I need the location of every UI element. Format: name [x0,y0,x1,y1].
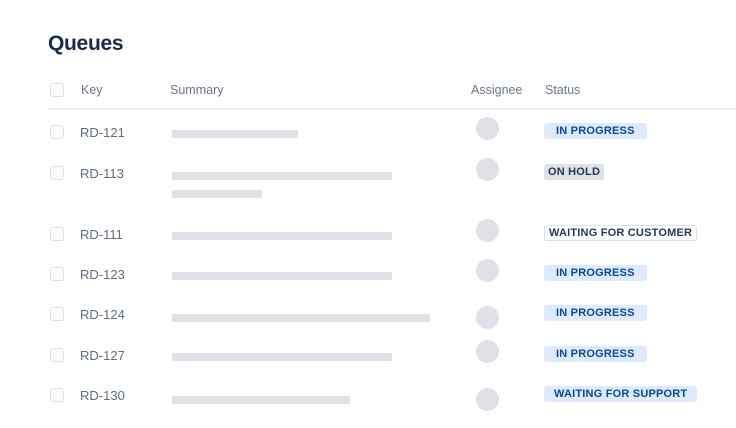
row-checkbox[interactable] [50,307,64,321]
issue-key[interactable]: RD-111 [80,227,123,242]
column-header-key[interactable]: Key [81,83,103,97]
summary-placeholder [172,190,262,198]
status-badge: ON HOLD [544,164,605,180]
row-checkbox[interactable] [50,166,64,180]
issue-key[interactable]: RD-127 [80,348,125,363]
table-row[interactable]: RD-130 WAITING FOR SUPPORT [0,386,736,428]
column-header-status[interactable]: Status [545,83,581,97]
issue-key[interactable]: RD-123 [80,267,125,282]
assignee-avatar[interactable] [476,259,499,282]
issue-key[interactable]: RD-121 [80,125,125,140]
summary-placeholder [172,314,430,322]
row-checkbox[interactable] [50,348,64,362]
status-badge: IN PROGRESS [544,265,647,281]
status-badge: IN PROGRESS [544,123,647,139]
summary-placeholder [172,353,392,361]
status-badge: IN PROGRESS [544,346,647,362]
status-badge: WAITING FOR SUPPORT [544,386,698,402]
summary-placeholder [172,172,392,180]
assignee-avatar[interactable] [476,388,499,411]
summary-placeholder [172,130,298,138]
summary-placeholder [172,272,392,280]
table-row[interactable]: RD-111 WAITING FOR CUSTOMER [0,219,736,267]
column-header-summary[interactable]: Summary [170,83,224,97]
assignee-avatar[interactable] [476,158,499,181]
table-row[interactable]: RD-121 IN PROGRESS [0,117,736,165]
assignee-avatar[interactable] [476,340,499,363]
table-row[interactable]: RD-124 IN PROGRESS [0,305,736,347]
column-header-assignee[interactable]: Assignee [471,83,523,97]
row-checkbox[interactable] [50,388,64,402]
table-row[interactable]: RD-123 IN PROGRESS [0,259,736,307]
assignee-avatar[interactable] [476,117,499,140]
row-checkbox[interactable] [50,267,64,281]
table-row[interactable]: RD-127 IN PROGRESS [0,340,736,388]
row-checkbox[interactable] [50,227,64,241]
summary-placeholder [172,396,350,404]
status-badge: WAITING FOR CUSTOMER [544,225,698,241]
issue-key[interactable]: RD-124 [80,307,125,322]
row-checkbox[interactable] [50,125,64,139]
assignee-avatar[interactable] [476,219,499,242]
page-title: Queues [48,32,124,55]
issue-key[interactable]: RD-113 [80,166,124,181]
assignee-avatar[interactable] [476,306,499,329]
status-badge: IN PROGRESS [544,305,647,321]
header-divider [48,108,736,110]
select-all-checkbox[interactable] [50,83,64,97]
table-row[interactable]: RD-113 ON HOLD [0,158,736,206]
issue-key[interactable]: RD-130 [80,388,125,403]
summary-placeholder [172,232,392,240]
